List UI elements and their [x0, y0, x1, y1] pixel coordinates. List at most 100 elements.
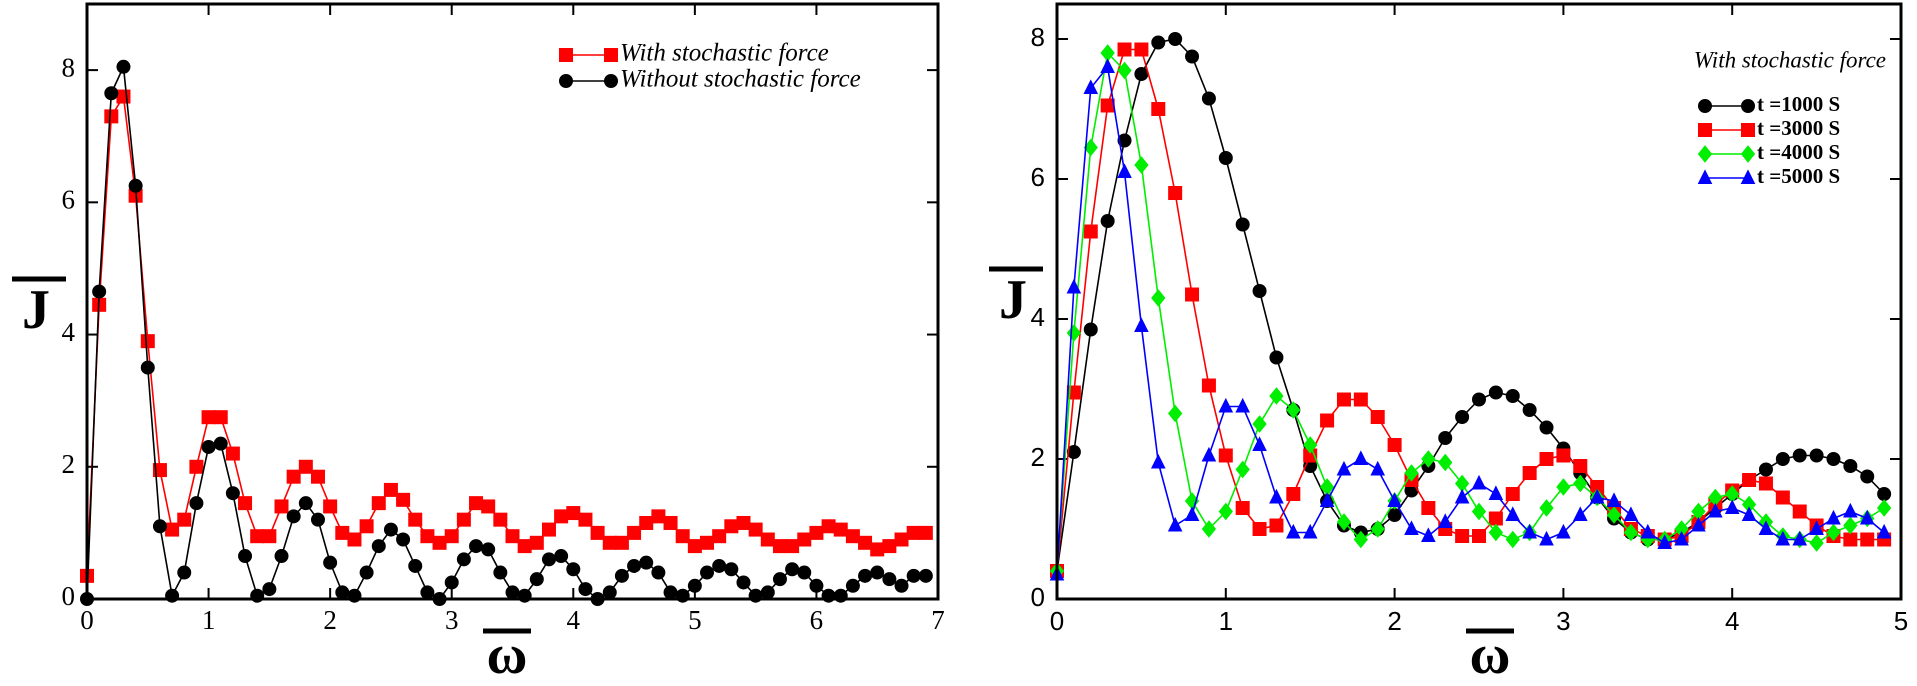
- marker: [1252, 436, 1267, 451]
- marker: [870, 565, 885, 580]
- marker: [1556, 478, 1571, 496]
- marker: [1269, 350, 1284, 365]
- marker: [517, 539, 532, 554]
- marker: [1697, 145, 1713, 163]
- marker: [1185, 287, 1200, 302]
- y-tick-label: 6: [62, 185, 76, 215]
- marker: [772, 539, 787, 554]
- marker: [1117, 61, 1132, 80]
- marker: [383, 482, 398, 497]
- marker: [371, 539, 386, 554]
- marker: [785, 562, 800, 577]
- marker: [1353, 392, 1368, 407]
- marker: [213, 436, 228, 451]
- marker: [1387, 508, 1402, 522]
- marker: [1252, 284, 1267, 298]
- marker: [408, 558, 423, 573]
- marker: [201, 410, 216, 425]
- marker: [1860, 532, 1875, 547]
- legend-label: t =3000 S: [1757, 116, 1840, 140]
- marker: [1876, 499, 1892, 517]
- marker: [1269, 518, 1284, 533]
- marker: [1556, 448, 1571, 463]
- marker: [870, 542, 885, 557]
- marker: [359, 519, 374, 534]
- marker: [1083, 224, 1098, 239]
- marker: [1134, 317, 1149, 332]
- marker: [882, 572, 897, 587]
- marker: [1235, 397, 1250, 413]
- marker: [1741, 123, 1755, 137]
- marker: [559, 48, 573, 62]
- marker: [1472, 392, 1486, 407]
- marker: [1589, 488, 1605, 504]
- marker: [1150, 453, 1166, 469]
- marker: [1539, 499, 1554, 517]
- marker: [604, 48, 618, 62]
- marker: [1437, 513, 1453, 528]
- marker: [1387, 438, 1402, 452]
- legend-entry: t =1000 S: [1698, 92, 1840, 116]
- marker: [177, 565, 192, 580]
- marker: [1809, 520, 1824, 535]
- marker: [809, 525, 824, 540]
- marker: [833, 522, 848, 537]
- marker: [627, 558, 642, 573]
- marker: [845, 578, 860, 593]
- marker: [578, 582, 593, 597]
- y-tick-label: 0: [1031, 582, 1045, 612]
- marker: [918, 568, 933, 583]
- y-axis-label: J: [22, 279, 50, 341]
- x-tick-label: 1: [202, 605, 216, 635]
- marker: [1741, 506, 1757, 521]
- marker: [1775, 530, 1791, 546]
- marker: [541, 552, 556, 567]
- marker: [1421, 450, 1436, 468]
- marker: [1370, 410, 1385, 424]
- marker: [1826, 509, 1841, 525]
- marker: [1740, 169, 1756, 184]
- marker: [1505, 506, 1521, 521]
- marker: [1522, 403, 1537, 417]
- marker: [213, 410, 228, 425]
- marker: [371, 496, 386, 511]
- marker: [1151, 102, 1166, 116]
- marker: [1100, 58, 1115, 73]
- marker: [1100, 214, 1115, 228]
- legend-entry: t =4000 S: [1697, 140, 1840, 164]
- marker: [1252, 522, 1267, 536]
- marker: [651, 565, 666, 580]
- marker: [1742, 473, 1757, 487]
- x-tick-label: 5: [688, 605, 702, 635]
- marker: [602, 585, 617, 600]
- marker: [1606, 492, 1622, 507]
- marker: [1303, 436, 1318, 454]
- marker: [529, 572, 544, 587]
- marker: [1066, 278, 1082, 294]
- marker: [1218, 151, 1233, 165]
- marker: [1151, 289, 1166, 307]
- marker: [298, 496, 313, 511]
- marker: [1877, 487, 1892, 501]
- x-axis-label: ω: [1470, 624, 1511, 686]
- marker: [1488, 385, 1503, 400]
- marker: [1320, 413, 1335, 428]
- series-line: [86, 63, 926, 601]
- marker: [286, 469, 301, 484]
- marker: [116, 89, 131, 104]
- marker: [894, 532, 909, 547]
- marker: [1758, 476, 1773, 491]
- marker: [1758, 462, 1773, 477]
- legend-label: t =4000 S: [1757, 140, 1840, 164]
- marker: [724, 519, 739, 534]
- marker: [1455, 529, 1470, 543]
- marker: [1286, 401, 1301, 419]
- marker: [1404, 520, 1419, 535]
- marker: [1151, 35, 1166, 50]
- marker: [250, 529, 265, 544]
- marker: [1471, 502, 1487, 521]
- marker: [238, 549, 253, 564]
- y-tick-label: 8: [62, 52, 76, 82]
